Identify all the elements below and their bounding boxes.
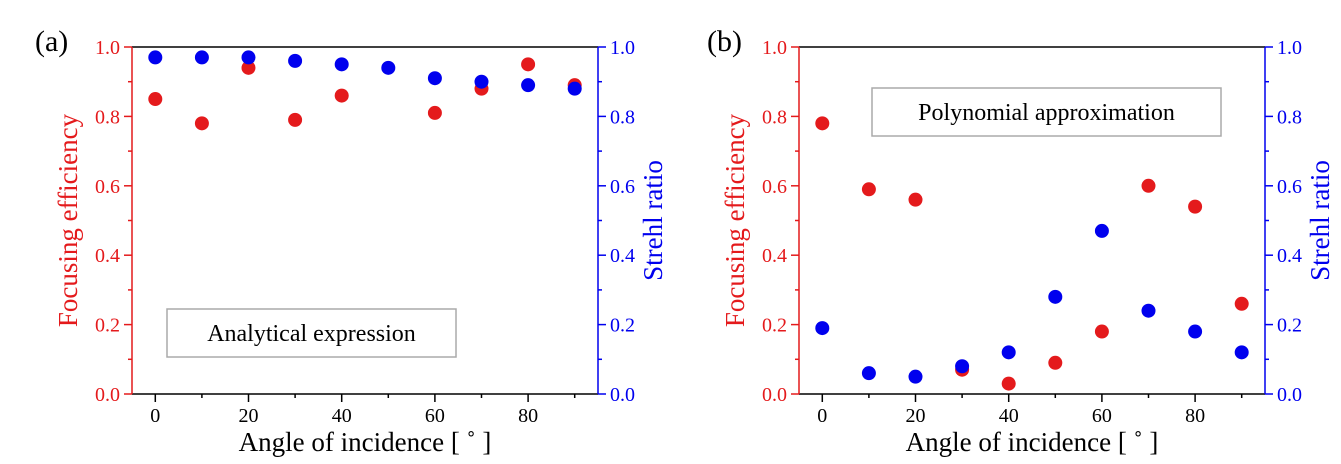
efficiency-point [427,105,442,120]
x-tick-label: 80 [518,405,538,427]
efficiency-point [1001,376,1016,391]
x-tick-label: 60 [425,405,445,427]
efficiency-point [1094,324,1109,339]
efficiency-point [815,116,830,131]
strehl-point [148,50,163,65]
strehl-point [194,50,209,65]
left-y-tick-label: 0.0 [762,384,787,406]
strehl-point [955,359,970,374]
left-y-tick-label: 0.4 [762,245,787,267]
x-tick-label: 0 [150,405,160,427]
left-y-tick-label: 0.4 [95,245,120,267]
strehl-point [474,74,489,89]
strehl-point [1094,223,1109,238]
efficiency-series [815,116,1249,391]
strehl-point [1048,289,1063,304]
right-y-tick-label: 0.0 [610,384,635,406]
right-y-tick-label: 0.4 [1277,245,1302,267]
efficiency-point [1234,296,1249,311]
strehl-point [381,60,396,75]
left-y-tick-label: 0.2 [762,315,787,337]
efficiency-point [148,92,163,107]
x-tick-label: 0 [817,405,827,427]
left-y-axis-title: Focusing efficiency [53,113,83,327]
annotation-text: Analytical expression [207,321,416,347]
strehl-point [861,366,876,381]
efficiency-point [1188,199,1203,214]
left-y-tick-label: 1.0 [95,37,120,59]
x-tick-label: 60 [1092,405,1112,427]
left-y-tick-label: 0.2 [95,315,120,337]
efficiency-point [908,192,923,207]
panel-label: (b) [707,25,742,58]
left-y-tick-label: 0.6 [95,176,120,198]
x-axis-title: Angle of incidence [ ˚ ] [906,427,1159,457]
left-y-tick-label: 0.8 [95,106,120,128]
strehl-series [815,223,1249,384]
strehl-point [1188,324,1203,339]
strehl-point [521,78,536,93]
x-tick-label: 80 [1185,405,1205,427]
x-tick-label: 40 [332,405,352,427]
right-y-tick-label: 0.8 [1277,106,1302,128]
strehl-point [334,57,349,72]
right-y-axis-title: Strehl ratio [638,160,668,281]
right-y-tick-label: 0.6 [610,176,635,198]
right-y-axis-title: Strehl ratio [1305,160,1335,281]
strehl-series [148,50,582,96]
efficiency-point [241,60,256,75]
left-y-tick-label: 1.0 [762,37,787,59]
right-y-tick-label: 1.0 [1277,37,1302,59]
x-axis-title: Angle of incidence [ ˚ ] [239,427,492,457]
efficiency-point [521,57,536,72]
efficiency-point [1141,178,1156,193]
left-y-tick-label: 0.0 [95,384,120,406]
right-y-tick-label: 1.0 [610,37,635,59]
efficiency-point [861,182,876,197]
left-y-tick-label: 0.8 [762,106,787,128]
left-y-axis-title: Focusing efficiency [720,113,750,327]
strehl-point [241,50,256,65]
annotation-box [166,308,457,358]
efficiency-point [194,116,209,131]
efficiency-point [1048,355,1063,370]
strehl-point [1234,345,1249,360]
strehl-point [288,53,303,68]
efficiency-point [288,112,303,127]
right-y-tick-label: 0.2 [1277,315,1302,337]
right-y-tick-label: 0.2 [610,315,635,337]
left-y-tick-label: 0.6 [762,176,787,198]
strehl-point [427,71,442,86]
x-tick-label: 20 [906,405,926,427]
x-tick-label: 20 [239,405,259,427]
right-y-tick-label: 0.8 [610,106,635,128]
efficiency-point [334,88,349,103]
annotation-text: Polynomial approximation [918,100,1175,126]
strehl-point [908,369,923,384]
panel-a: (a) 0 20 40 60 80 0.0 0.0 0.2 0.2 0.4 0.4 0.6 0.6 0.8 0… [35,25,668,457]
strehl-point [1001,345,1016,360]
x-tick-label: 40 [999,405,1019,427]
right-y-tick-label: 0.6 [1277,176,1302,198]
right-y-tick-label: 0.4 [610,245,635,267]
panel-label: (a) [35,25,68,58]
annotation-box [871,87,1222,137]
strehl-point [815,321,830,336]
panel-b: (b) 0 20 40 60 80 0.0 0.0 0.2 0.2 0.4 0.4 0.6 0.6 0.8 0… [707,25,1335,457]
strehl-point [567,81,582,96]
strehl-point [1141,303,1156,318]
efficiency-series [148,57,582,131]
right-y-tick-label: 0.0 [1277,384,1302,406]
